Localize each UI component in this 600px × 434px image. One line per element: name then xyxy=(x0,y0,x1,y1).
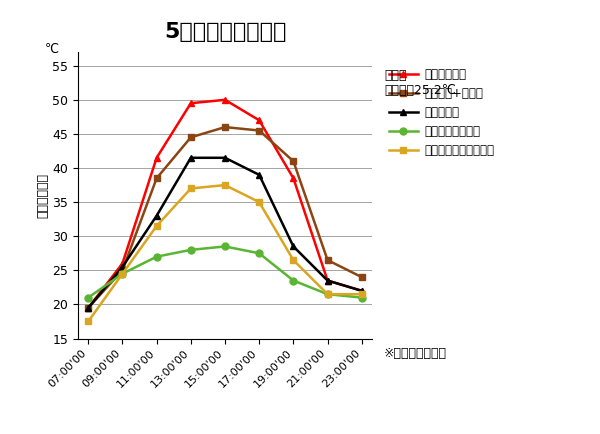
ハイホワイトシルバー xyxy=(290,257,297,263)
シルバー+不織布 xyxy=(358,275,365,280)
シルバーポリ xyxy=(290,176,297,181)
ハイホワイトシルバー xyxy=(119,271,126,276)
Legend: シルバーポリ, シルバー+不織布, 発泡シート, アルミ蒸着シート, ハイホワイトシルバー: シルバーポリ, シルバー+不織布, 発泡シート, アルミ蒸着シート, ハイホワイ… xyxy=(384,64,499,162)
ハイホワイトシルバー xyxy=(324,292,331,297)
Text: ※ハウス内換気有: ※ハウス内換気有 xyxy=(384,347,447,360)
アルミ蒸着シート xyxy=(85,295,92,300)
ハイホワイトシルバー xyxy=(256,200,263,205)
Line: ハイホワイトシルバー: ハイホワイトシルバー xyxy=(85,181,365,325)
Line: 発泡シート: 発泡シート xyxy=(85,155,365,311)
ハイホワイトシルバー xyxy=(221,182,229,187)
シルバーポリ xyxy=(153,155,160,161)
Line: アルミ蒸着シート: アルミ蒸着シート xyxy=(85,243,365,301)
シルバー+不織布 xyxy=(187,135,194,140)
シルバー+不織布 xyxy=(256,128,263,133)
シルバー+不織布 xyxy=(290,158,297,164)
アルミ蒸着シート xyxy=(256,251,263,256)
アルミ蒸着シート xyxy=(358,295,365,300)
ハイホワイトシルバー xyxy=(187,186,194,191)
シルバーポリ xyxy=(119,261,126,266)
シルバー+不織布 xyxy=(85,305,92,310)
アルミ蒸着シート xyxy=(324,292,331,297)
発泡シート xyxy=(256,172,263,178)
シルバーポリ xyxy=(324,278,331,283)
Title: 5月測定（高温時）: 5月測定（高温時） xyxy=(164,22,286,42)
ハイホワイトシルバー xyxy=(85,319,92,324)
発泡シート xyxy=(153,213,160,218)
シルバー+不織布 xyxy=(119,268,126,273)
シルバーポリ xyxy=(85,305,92,310)
シルバー+不織布 xyxy=(324,257,331,263)
発泡シート xyxy=(290,244,297,249)
シルバーポリ xyxy=(358,288,365,293)
Text: 外気温
最高気温25.2℃: 外気温 最高気温25.2℃ xyxy=(384,69,456,98)
アルミ蒸着シート xyxy=(290,278,297,283)
シルバー+不織布 xyxy=(153,176,160,181)
発泡シート xyxy=(85,305,92,310)
シルバーポリ xyxy=(221,97,229,102)
Y-axis label: 被膜内部温度: 被膜内部温度 xyxy=(37,173,49,218)
シルバー+不織布 xyxy=(221,125,229,130)
発泡シート xyxy=(187,155,194,161)
Line: シルバーポリ: シルバーポリ xyxy=(85,96,365,311)
発泡シート xyxy=(119,264,126,270)
アルミ蒸着シート xyxy=(119,271,126,276)
アルミ蒸着シート xyxy=(153,254,160,259)
ハイホワイトシルバー xyxy=(153,224,160,229)
Line: シルバー+不織布: シルバー+不織布 xyxy=(85,124,365,311)
アルミ蒸着シート xyxy=(187,247,194,253)
シルバーポリ xyxy=(187,101,194,106)
発泡シート xyxy=(358,288,365,293)
発泡シート xyxy=(324,278,331,283)
シルバーポリ xyxy=(256,118,263,123)
ハイホワイトシルバー xyxy=(358,292,365,297)
Text: ℃: ℃ xyxy=(45,43,59,56)
発泡シート xyxy=(221,155,229,161)
アルミ蒸着シート xyxy=(221,244,229,249)
